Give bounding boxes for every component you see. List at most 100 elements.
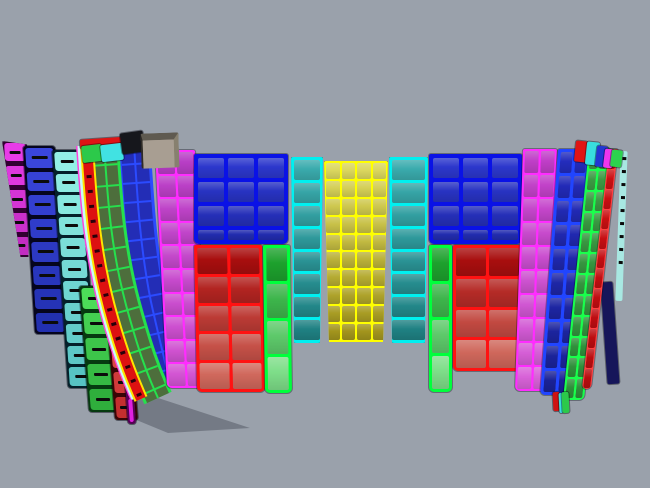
yellow-grid-strip-panel (326, 270, 340, 287)
red-strip-right-panel (596, 249, 606, 269)
red-panel-block-left (194, 245, 266, 392)
red-panel-block-right-panel (489, 278, 519, 307)
cyan-label-column-label-mark (64, 224, 79, 228)
red-strip-right-panel (598, 229, 608, 249)
red-panel-block-right-panel (456, 248, 486, 276)
blue-panel-block-right (429, 154, 522, 244)
far-right-tick-strip-tick (618, 247, 623, 252)
blue-grid-strip-right-panel (545, 346, 559, 368)
yellow-grid-strip-panel (372, 252, 386, 269)
red-panel-block-right-panel (456, 340, 486, 368)
cyan-label-column-label-mark (67, 267, 82, 271)
green-label-column-panel (81, 288, 109, 310)
yellow-grid-strip-panel (341, 306, 355, 323)
yellow-grid-strip-panel (372, 324, 386, 340)
blue-label-column-label-mark (42, 320, 59, 324)
green-strip-left-panel (266, 284, 288, 318)
yellow-grid-strip-panel (326, 198, 340, 215)
cyan-strip-left-panel (294, 182, 320, 203)
magenta-grid-strip-right-panel (524, 151, 539, 173)
green-label-column-label-mark (91, 347, 107, 351)
magenta-wedge-labels-label-mark (14, 244, 26, 247)
yellow-grid-strip-panel (372, 306, 386, 323)
red-panel-block-left-panel (198, 334, 229, 361)
yellow-grid-strip-panel (357, 306, 371, 323)
gray-box (140, 132, 180, 169)
yellow-grid-strip-panel (326, 216, 340, 233)
blue-panel-block-right-panel (462, 206, 489, 226)
green-grid-strip-right-panel (578, 254, 588, 273)
blue-panel-block-left-panel (258, 206, 284, 226)
magenta-wedge-labels-label-mark (13, 221, 25, 224)
cyan-strip-right-panel (392, 228, 425, 249)
yellow-grid-strip-panel (372, 288, 386, 305)
red-panel-block-left-panel (199, 363, 230, 389)
cyan-strip-left-panel (294, 205, 320, 226)
cyan-strip-left-panel (294, 251, 320, 272)
red-strip-right-panel (589, 309, 599, 329)
cyan-strip-right-panel (392, 320, 425, 340)
far-right-tick-strip-tick (620, 182, 625, 187)
magenta-wedge-labels-label-mark (9, 151, 21, 154)
cyan-label-column-panel (54, 152, 81, 171)
blue-panel-block-right-panel (492, 158, 518, 178)
yellow-grid-strip-panel (326, 163, 340, 179)
blue-panel-block-left-panel (258, 158, 284, 178)
red-strip-right-panel (603, 189, 613, 209)
blue-panel-block-left-panel (228, 158, 254, 178)
blue-panel-block-right-panel (433, 182, 459, 202)
cyan-label-column-label-mark (60, 159, 75, 163)
red-label-column-label-mark (114, 331, 125, 334)
blue-label-column-panel (25, 148, 55, 168)
yellow-grid-strip-panel (372, 234, 386, 251)
blue-panel-block-right-panel (433, 158, 459, 178)
blue-panel-block-right-panel (462, 182, 489, 202)
green-grid-strip-right-panel (575, 275, 586, 294)
yellow-grid-strip-panel (341, 216, 355, 233)
blue-panel-block-left-panel (228, 206, 254, 226)
magenta-grid-strip-right-panel (540, 151, 555, 173)
green-strip-left-panel (266, 248, 288, 282)
far-right-tick-strip-tick (619, 234, 624, 239)
green-grid-strip-right-panel (567, 358, 577, 378)
red-strip-right-panel (592, 289, 602, 309)
cyan-label-column-panel (55, 173, 82, 193)
cyan-label-column-label-mark (61, 181, 76, 185)
yellow-grid-strip-panel (341, 288, 355, 305)
yellow-grid-strip-panel (357, 163, 371, 179)
far-right-tick-strip-tick (620, 195, 625, 200)
blue-panel-block-left-panel (198, 182, 224, 202)
red-panel-block-left-panel (197, 276, 228, 303)
far-right-tick-strip (615, 150, 628, 302)
magenta-grid-strip-right-panel (517, 343, 533, 365)
blue-panel-block-right-panel (492, 206, 518, 226)
magenta-grid-strip-right-panel (517, 367, 532, 389)
cyan-strip-right-panel (392, 251, 425, 272)
cyan-strip-right-panel (392, 182, 425, 203)
blue-grid-strip-right-panel (548, 297, 562, 320)
red-panel-block-right (453, 245, 522, 371)
blue-label-column-panel (26, 171, 56, 191)
far-right-tick-strip-tick (618, 260, 623, 265)
blue-panel-block-left-panel (198, 158, 224, 178)
blue-label-column-label-mark (37, 250, 54, 254)
blue-grid-strip-right-panel (546, 322, 560, 344)
green-strip-right-panel (432, 320, 449, 353)
red-strip-right-panel (601, 209, 611, 229)
far-right-tick-strip-tick (621, 156, 626, 161)
red-panel-block-left-panel (231, 363, 262, 389)
blue-panel-block-left-panel (258, 182, 284, 202)
blue-label-column-panel (35, 312, 65, 332)
blue-panel-block-right-panel (462, 230, 489, 240)
magenta-grid-strip-left-panel (164, 293, 183, 316)
blue-grid-strip-right-panel (543, 370, 557, 392)
magenta-grid-strip-right-panel (538, 199, 554, 221)
blue-panel-block-right-panel (433, 230, 459, 240)
green-strip-right-panel (432, 248, 449, 281)
yellow-grid-strip (324, 161, 388, 342)
green-grid-strip-right-panel (580, 233, 590, 253)
blue-panel-block-right-panel (492, 230, 518, 240)
yellow-grid-strip-panel (357, 324, 371, 340)
green-grid-strip-right-panel (569, 337, 579, 357)
